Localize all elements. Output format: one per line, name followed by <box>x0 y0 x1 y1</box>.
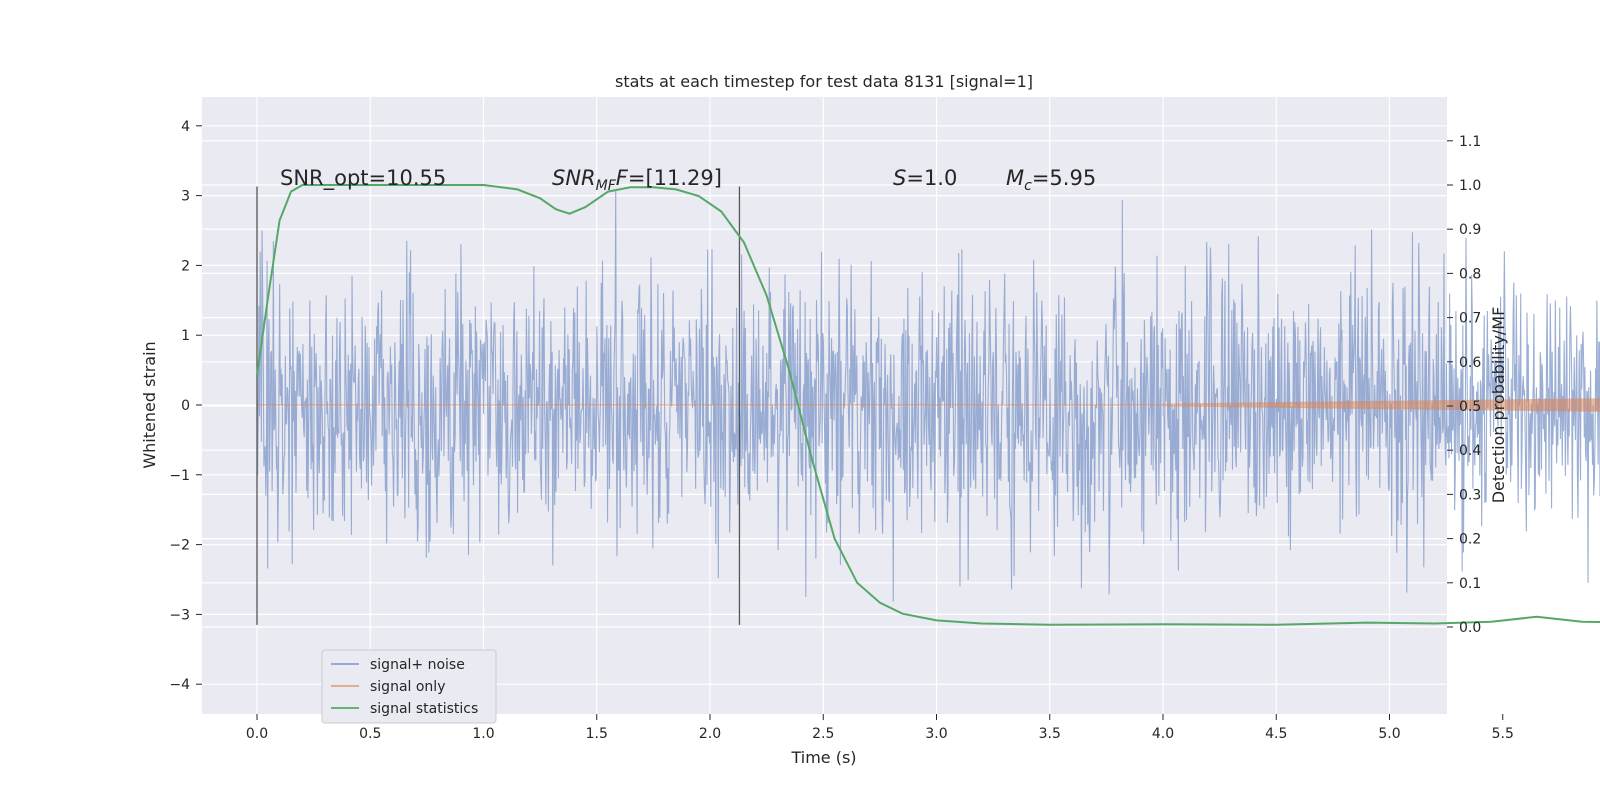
annotations: SNR_opt=10.55 SNRMFF=[11.29] S=1.0 Mc=5.… <box>280 166 1096 194</box>
y-axis-label: Whitened strain <box>140 341 159 468</box>
y2-tick-label: 0.5 <box>1459 399 1481 415</box>
y2-axis-label: Detection probability/MF <box>1489 307 1508 504</box>
legend-box <box>321 649 497 724</box>
y-tick-label: −1 <box>169 468 190 484</box>
annotation-mc-symbol: M <box>1006 166 1024 190</box>
annotation-snr-mf-prefix: SNR <box>552 166 596 190</box>
annotation-mc-sub: c <box>1024 178 1032 194</box>
axis-ticks: 0.00.51.01.52.02.53.03.54.04.55.05.56.06… <box>169 119 1514 742</box>
annotation-snr-mf-suffix: =[11.29] <box>628 166 722 190</box>
annotation-s: S=1.0 <box>893 166 957 190</box>
chirp-envelope <box>1163 398 1600 412</box>
legend-label-signal-only: signal only <box>370 679 445 695</box>
y-tick-label: −3 <box>169 607 190 623</box>
annotation-snr-mf: SNRMFF=[11.29] <box>552 166 722 194</box>
x-tick-label: 4.5 <box>1265 726 1287 742</box>
legend-label-signal-statistics: signal statistics <box>370 701 478 717</box>
noise-trace <box>256 190 1600 602</box>
y2-tick-label: 0.1 <box>1459 576 1481 592</box>
series-signal-only <box>257 398 1600 412</box>
annotation-mc: Mc=5.95 <box>1006 166 1096 194</box>
y-tick-label: −4 <box>169 677 190 693</box>
x-tick-label: 4.0 <box>1152 726 1174 742</box>
series-signal-noise <box>256 190 1600 602</box>
x-tick-label: 0.0 <box>246 726 268 742</box>
y2-tick-label: 0.8 <box>1459 266 1481 282</box>
y-tick-label: 0 <box>181 398 190 414</box>
y2-tick-label: 0.6 <box>1459 355 1481 371</box>
y2-tick-label: 0.7 <box>1459 311 1481 327</box>
y-tick-label: 3 <box>181 189 190 205</box>
y-tick-label: −2 <box>169 538 190 554</box>
legend: signal+ noise signal only signal statist… <box>321 649 497 724</box>
y-tick-label: 1 <box>181 328 190 344</box>
y2-tick-label: 0.4 <box>1459 443 1481 459</box>
y-tick-label: 2 <box>181 258 190 274</box>
x-tick-label: 5.5 <box>1492 726 1514 742</box>
annotation-snr-mf-f: F <box>616 166 629 190</box>
annotation-snr-opt: SNR_opt=10.55 <box>280 166 446 191</box>
x-tick-label: 5.0 <box>1378 726 1400 742</box>
chart-title: stats at each timestep for test data 813… <box>615 72 1033 91</box>
y2-tick-label: 1.1 <box>1459 134 1481 150</box>
annotation-snr-mf-sub: MF <box>596 178 617 194</box>
statistics-line <box>256 184 1600 626</box>
x-tick-label: 1.0 <box>472 726 494 742</box>
vertical-markers <box>256 186 741 625</box>
x-tick-label: 1.5 <box>586 726 608 742</box>
y2-tick-label: 0.2 <box>1459 532 1481 548</box>
x-tick-label: 3.5 <box>1039 726 1061 742</box>
x-tick-label: 0.5 <box>359 726 381 742</box>
x-axis-label: Time (s) <box>790 748 856 767</box>
annotation-s-value: =1.0 <box>906 166 957 190</box>
legend-label-signal-noise: signal+ noise <box>370 657 465 673</box>
y2-tick-label: 0.3 <box>1459 487 1481 503</box>
annotation-s-symbol: S <box>893 166 906 190</box>
x-tick-label: 3.0 <box>925 726 947 742</box>
x-tick-label: 2.0 <box>699 726 721 742</box>
x-tick-label: 2.5 <box>812 726 834 742</box>
y2-tick-label: 0.9 <box>1459 222 1481 238</box>
series-signal-statistics <box>256 184 1600 626</box>
y2-tick-label: 1.0 <box>1459 178 1481 194</box>
annotation-mc-value: =5.95 <box>1032 166 1096 190</box>
y2-tick-label: 0.0 <box>1459 620 1481 636</box>
y-tick-label: 4 <box>181 119 190 135</box>
